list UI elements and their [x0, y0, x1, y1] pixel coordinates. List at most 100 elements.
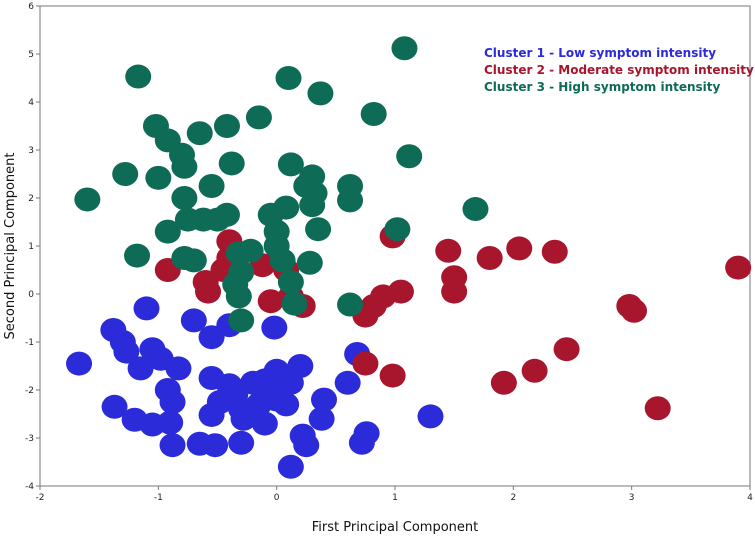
x-tick-label: 1 [392, 493, 398, 503]
cluster-3-point [275, 66, 302, 90]
cluster-3-point [307, 81, 334, 106]
legend: Cluster 1 - Low symptom intensity Cluster… [484, 46, 754, 94]
cluster-2-point [476, 246, 503, 270]
cluster-1-point [273, 392, 300, 417]
y-tick-label: 4 [28, 98, 34, 108]
cluster-3-point [305, 217, 332, 242]
cluster-2-point [644, 396, 671, 421]
cluster-2-point [352, 351, 379, 376]
cluster-2-point [541, 239, 568, 264]
cluster-2-point [257, 289, 284, 314]
cluster-1-point [261, 315, 288, 340]
cluster-3-point [218, 151, 245, 176]
cluster-3-point [112, 162, 139, 186]
x-tick-label: 4 [747, 493, 753, 503]
y-tick-label: 0 [28, 290, 34, 300]
cluster-3-point [337, 292, 364, 317]
cluster-1-point [277, 454, 304, 479]
cluster-3-point [74, 187, 101, 212]
cluster-1-point [165, 356, 192, 381]
cluster-3-point [171, 186, 198, 210]
cluster-1-point [353, 421, 380, 446]
cluster-1-point [311, 387, 337, 412]
cluster-3-point [171, 154, 198, 179]
cluster-1-point [334, 370, 361, 395]
cluster-3-point [145, 165, 172, 190]
cluster-1-point [251, 411, 278, 436]
cluster-1-point [293, 433, 320, 458]
x-tick-label: 2 [510, 493, 516, 503]
cluster-1-point [133, 296, 160, 321]
y-axis-ticks: -4 -3 -2 -1 0 1 2 3 4 5 6 [25, 2, 40, 492]
cluster-3-point [125, 64, 152, 89]
y-tick-label: -3 [25, 434, 34, 444]
cluster-2-point [195, 279, 222, 304]
cluster-2-point [387, 279, 414, 304]
cluster-1-point [66, 351, 93, 376]
y-tick-label: 2 [28, 194, 34, 204]
cluster-3-point [213, 202, 240, 227]
x-axis-ticks: -2 -1 0 1 2 3 4 [36, 486, 753, 503]
cluster-3-point [277, 152, 304, 177]
cluster-3-point [213, 114, 240, 138]
cluster-1-point [113, 339, 140, 364]
cluster-1-point [228, 430, 255, 455]
y-tick-label: -1 [25, 338, 34, 348]
cluster-3-point [180, 248, 207, 273]
cluster-3-point [277, 270, 304, 294]
cluster-2-point [621, 298, 648, 323]
data-points [66, 36, 752, 479]
cluster-3-point [198, 174, 225, 198]
cluster-3-point [186, 121, 213, 146]
x-tick-label: 0 [274, 493, 280, 503]
cluster-2-point [725, 255, 752, 280]
cluster-3-point [124, 243, 151, 268]
cluster-2-point [379, 363, 406, 388]
x-tick-label: 3 [629, 493, 635, 503]
cluster-1-point [127, 356, 154, 381]
y-tick-label: -4 [25, 482, 34, 492]
cluster-1-point [159, 390, 186, 414]
cluster-1-point [159, 433, 186, 458]
cluster-2-point [506, 236, 533, 261]
y-tick-label: 5 [28, 50, 34, 60]
cluster-3-point [462, 197, 489, 222]
cluster-1-point [180, 308, 207, 333]
cluster-3-point [396, 144, 423, 169]
cluster-3-point [273, 195, 300, 220]
cluster-2-point [553, 337, 580, 362]
x-tick-label: -2 [36, 493, 45, 503]
cluster-3-point [391, 36, 418, 61]
cluster-2-point [521, 358, 548, 383]
cluster-3-point [228, 308, 255, 333]
cluster-1-point [216, 373, 243, 398]
cluster-2-point [490, 370, 517, 395]
cluster-1-point [277, 370, 304, 395]
cluster-3-point [337, 188, 364, 213]
cluster-2-point [435, 238, 462, 263]
cluster-1-point [202, 433, 229, 458]
cluster-3-point [225, 284, 252, 309]
legend-entry-cluster-2: Cluster 2 - Moderate symptom intensity [484, 63, 754, 77]
legend-entry-cluster-1: Cluster 1 - Low symptom intensity [484, 46, 716, 60]
cluster-3-point [269, 248, 296, 273]
cluster-3-point [296, 250, 323, 275]
x-tick-label: -1 [154, 493, 163, 503]
cluster-3-point [360, 102, 387, 126]
cluster-3-point [281, 291, 308, 316]
cluster-1-point [417, 404, 444, 429]
cluster-1-point [308, 406, 335, 431]
y-tick-label: 3 [28, 146, 34, 156]
cluster-3-point [237, 238, 264, 263]
legend-entry-cluster-3: Cluster 3 - High symptom intensity [484, 80, 721, 94]
y-tick-label: 1 [28, 242, 34, 252]
y-tick-label: -2 [25, 386, 34, 396]
cluster-3-point [384, 217, 411, 242]
cluster-3-point [245, 105, 272, 130]
x-axis-title: First Principal Component [312, 520, 479, 535]
cluster-2-point [441, 279, 468, 304]
cluster-3-point [299, 193, 326, 218]
y-tick-label: 6 [28, 2, 34, 12]
cluster-1-point [101, 394, 128, 419]
